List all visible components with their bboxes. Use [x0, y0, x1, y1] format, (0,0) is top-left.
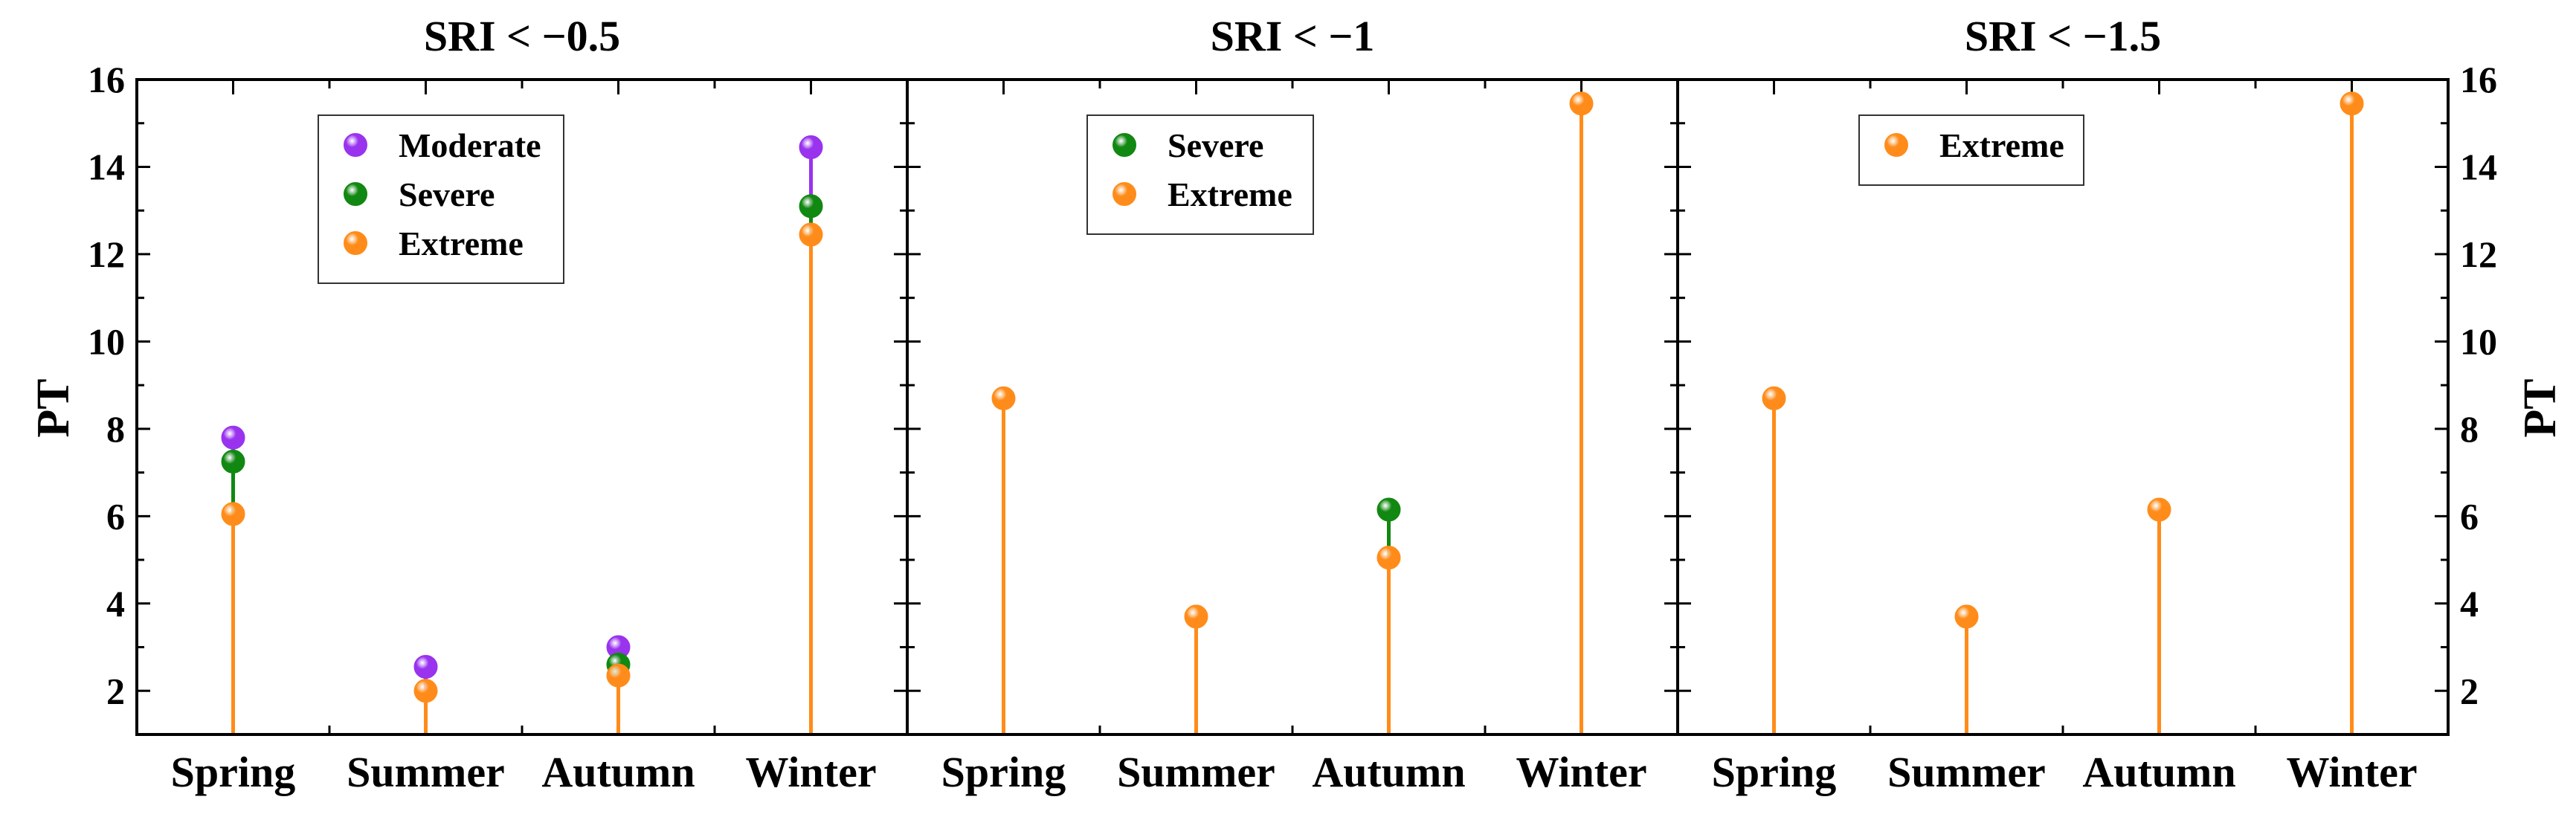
legend-label: Extreme: [1168, 175, 1292, 213]
legend-marker-severe: [344, 182, 367, 206]
point-extreme: [2340, 91, 2364, 116]
x-tick-label: Autumn: [1312, 748, 1465, 796]
point-extreme: [2147, 497, 2171, 522]
point-extreme: [606, 663, 631, 688]
y-tick-label: 4: [106, 583, 125, 624]
y-tick-label-right: 4: [2460, 583, 2479, 624]
panel-2: SRI < −1 Spring Summer Autumn Winter Severe Ex…: [906, 12, 1679, 796]
x-tick-label: Autumn: [541, 748, 695, 796]
y-tick-label-right: 12: [2460, 233, 2497, 275]
panel-title: SRI < −1.5: [1965, 12, 2161, 60]
point-severe: [1376, 497, 1401, 522]
y-axis-label-right: PT: [2515, 378, 2566, 437]
point-extreme: [413, 679, 438, 703]
y-tick-label-right: 10: [2460, 320, 2497, 362]
point-extreme: [1569, 91, 1594, 116]
legend-marker-moderate: [344, 133, 367, 157]
panel-1: SRI < −0.5 Spring Summer Autumn Winter Modera…: [88, 12, 909, 796]
panel-title: SRI < −1: [1211, 12, 1375, 60]
y-tick-label: 2: [106, 670, 125, 711]
legend-label: Severe: [1168, 126, 1263, 164]
y-tick-label-right: 16: [2460, 59, 2497, 100]
point-severe: [221, 449, 245, 474]
point-extreme: [1762, 386, 1786, 410]
legend-label: Extreme: [1939, 126, 2064, 164]
legend-label: Extreme: [399, 225, 524, 262]
point-extreme: [799, 222, 823, 247]
panel-title: SRI < −0.5: [424, 12, 620, 60]
y-tick-label: 16: [88, 59, 125, 100]
y-tick-label: 14: [88, 146, 125, 187]
x-tick-label: Summer: [1117, 748, 1275, 796]
point-moderate: [413, 654, 438, 679]
legend-label: Moderate: [399, 126, 541, 164]
y-tick-label: 8: [106, 408, 125, 450]
point-extreme: [1184, 604, 1208, 629]
y-tick-label-right: 6: [2460, 495, 2479, 537]
point-severe: [799, 194, 823, 219]
point-extreme: [1954, 604, 1979, 629]
panel-3: SRI < −1.5 Spring Summer Autumn Winter Extrem…: [1676, 12, 2497, 796]
y-tick-label-right: 2: [2460, 670, 2479, 711]
y-tick-label: 10: [88, 320, 125, 362]
point-extreme: [1376, 546, 1401, 570]
x-tick-label: Winter: [745, 748, 876, 796]
y-axis-label-left: PT: [28, 378, 79, 437]
y-tick-label: 6: [106, 495, 125, 537]
x-tick-label: Summer: [1887, 748, 2046, 796]
panels: SRI < −0.5 Spring Summer Autumn Winter Modera…: [88, 12, 2497, 796]
point-extreme: [221, 502, 245, 526]
x-tick-label: Autumn: [2082, 748, 2235, 796]
panel-frame: [1676, 78, 2450, 736]
x-tick-label: Spring: [1712, 748, 1837, 796]
legend-label: Severe: [399, 175, 495, 213]
x-tick-label: Winter: [2286, 748, 2417, 796]
legend-marker-extreme: [1112, 182, 1136, 206]
legend-marker-extreme: [1884, 133, 1908, 157]
y-tick-label: 12: [88, 233, 125, 275]
y-tick-label-right: 14: [2460, 146, 2497, 187]
x-tick-label: Summer: [347, 748, 505, 796]
x-tick-label: Spring: [941, 748, 1066, 796]
point-extreme: [991, 386, 1016, 410]
x-tick-label: Spring: [171, 748, 296, 796]
x-tick-label: Winter: [1516, 748, 1646, 796]
legend-marker-severe: [1112, 133, 1136, 157]
point-moderate: [799, 135, 823, 160]
y-tick-label-right: 8: [2460, 408, 2479, 450]
legend-marker-extreme: [344, 231, 367, 255]
point-moderate: [221, 425, 245, 450]
